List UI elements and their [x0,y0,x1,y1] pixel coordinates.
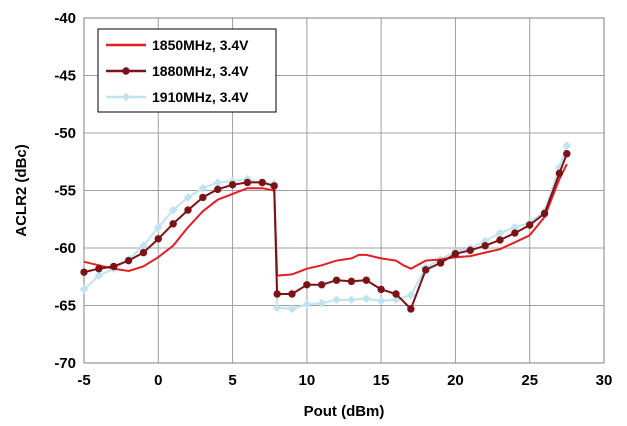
tick-labels: -5 0 5 10 15 20 25 30-40-45-50-55-60-65-70 [54,10,612,389]
data-point [511,229,519,237]
data-point [332,295,341,305]
data-point [110,262,118,271]
data-point [168,205,178,215]
data-point [272,303,282,313]
series-layer [79,141,572,314]
data-point [198,183,208,193]
series-line-0 [83,163,568,277]
legend-marker [122,67,130,75]
data-point [302,300,312,309]
data-point [273,290,281,298]
x-tick-label: 25 [521,372,538,389]
x-tick-label: 0 [154,372,162,389]
x-tick-label: 5 [228,372,236,389]
data-point [169,220,177,228]
data-point [376,296,386,306]
legend-label: 1910MHz, 3.4V [152,89,249,105]
data-point [214,185,222,194]
data-point [466,246,474,255]
y-axis-title: ACLR2 (dBc) [13,144,30,237]
data-point [303,281,311,289]
y-tick-label: -55 [54,183,76,200]
data-point [270,182,278,190]
legend-item-2: 1910MHz, 3.4V [106,89,249,105]
data-point [139,248,148,257]
data-point [451,250,460,258]
data-point [95,265,103,273]
data-point [406,290,416,300]
data-point [80,268,88,276]
data-point [563,150,571,158]
y-tick-label: -45 [54,68,76,85]
data-point [562,141,572,150]
legend-label: 1850MHz, 3.4V [152,37,249,53]
grid [83,17,605,364]
data-point [391,295,401,305]
data-point [258,178,266,187]
data-point [481,242,489,250]
data-point [496,236,504,244]
data-point [79,285,89,294]
data-point [407,305,415,313]
data-point [362,276,370,284]
data-point [318,281,326,289]
x-tick-label: 15 [373,372,390,389]
legend-marker [121,92,131,102]
data-point [332,276,341,284]
data-point [361,294,371,303]
legend: 1850MHz, 3.4V 1880MHz, 3.4V 1910MHz, 3.4V [97,28,277,113]
data-point [540,209,549,218]
data-point [124,256,133,265]
y-tick-label: -70 [54,355,76,372]
legend-item-0: 1850MHz, 3.4V [106,37,249,53]
data-point [199,193,207,202]
x-tick-label: 20 [447,372,464,389]
y-tick-label: -50 [54,125,76,142]
data-point [183,193,193,202]
y-tick-label: -60 [54,240,76,257]
x-tick-label: -5 [77,372,90,389]
plot-area-frame [83,17,605,364]
data-point [154,235,162,243]
data-point [153,222,163,232]
x-tick-label: 30 [596,372,613,389]
data-point [184,206,192,214]
x-tick-label: 10 [299,372,316,389]
data-point [94,271,104,280]
data-point [228,181,237,189]
x-axis-title: Pout (dBm) [304,403,385,420]
data-point [347,295,356,305]
data-point [422,266,430,274]
y-tick-label: -65 [54,298,76,315]
data-point [347,277,356,286]
data-point [288,290,296,298]
legend-label: 1880MHz, 3.4V [152,63,249,79]
data-point [287,304,297,314]
data-point [317,298,327,308]
data-point [243,178,252,187]
data-point [392,290,400,298]
data-point [526,221,534,229]
legend-item-1: 1880MHz, 3.4V [106,63,249,79]
data-point [436,259,445,267]
data-point [555,169,564,177]
data-point [377,285,385,294]
series-0 [83,163,568,277]
y-tick-label: -40 [54,10,76,27]
series-1 [80,150,571,313]
